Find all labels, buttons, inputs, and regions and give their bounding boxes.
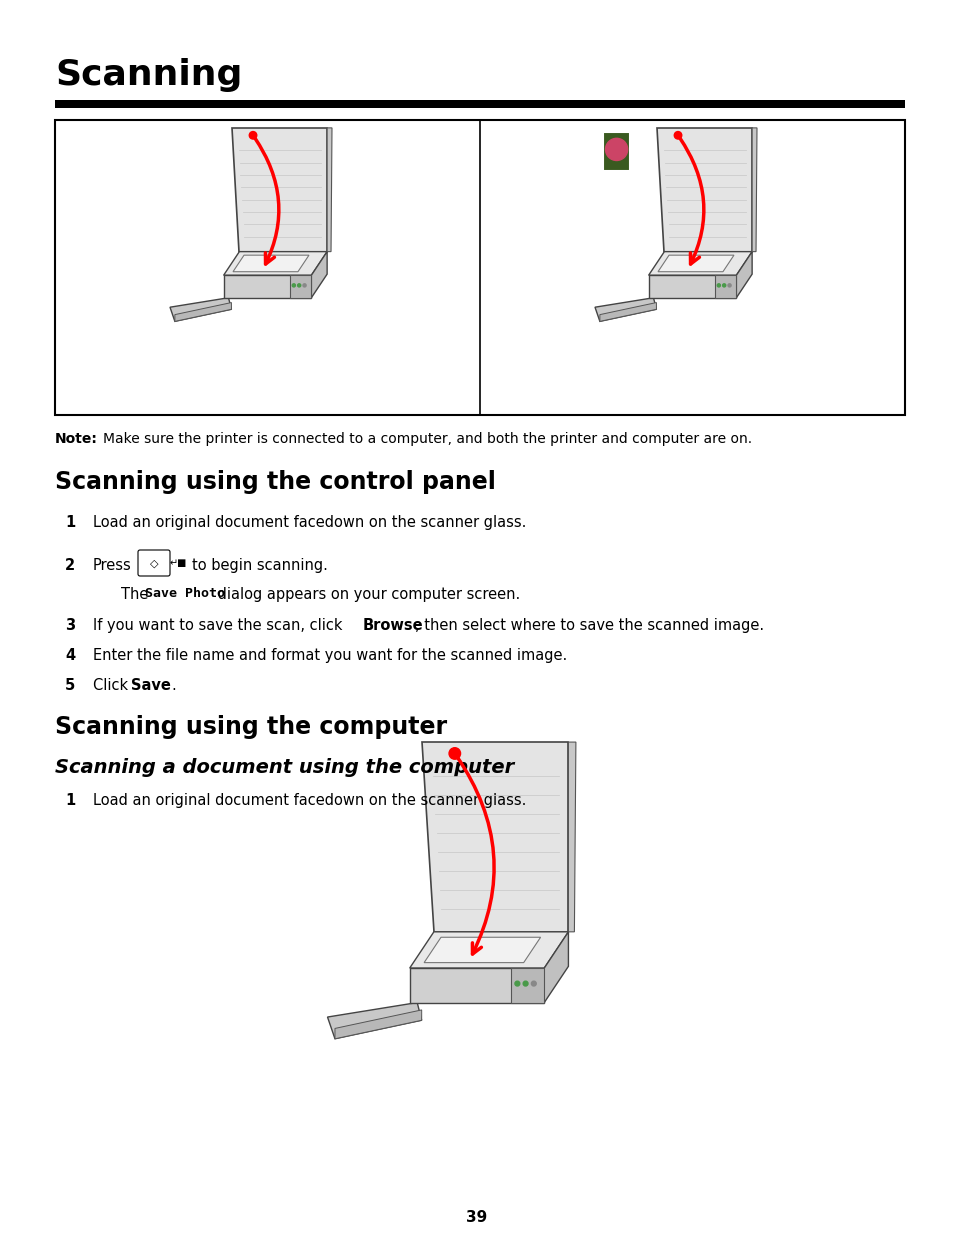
Text: Load an original document facedown on the scanner glass.: Load an original document facedown on th… xyxy=(92,793,526,808)
Text: Enter the file name and format you want for the scanned image.: Enter the file name and format you want … xyxy=(92,648,567,663)
Text: ◇: ◇ xyxy=(150,559,158,569)
Polygon shape xyxy=(233,256,309,272)
Text: Scanning a document using the computer: Scanning a document using the computer xyxy=(55,758,514,777)
Text: .: . xyxy=(171,678,175,693)
Polygon shape xyxy=(327,128,332,252)
Polygon shape xyxy=(409,968,544,1003)
Polygon shape xyxy=(751,128,757,252)
Text: , then select where to save the scanned image.: , then select where to save the scanned … xyxy=(415,618,763,634)
Bar xyxy=(55,100,904,107)
Text: Save: Save xyxy=(131,678,171,693)
Circle shape xyxy=(522,981,527,986)
Polygon shape xyxy=(648,252,751,275)
Polygon shape xyxy=(232,128,327,252)
Text: If you want to save the scan, click: If you want to save the scan, click xyxy=(92,618,347,634)
Polygon shape xyxy=(602,132,630,172)
Text: ↵■: ↵■ xyxy=(170,558,187,568)
Polygon shape xyxy=(290,275,311,298)
Text: Make sure the printer is connected to a computer, and both the printer and compu: Make sure the printer is connected to a … xyxy=(103,432,751,446)
Text: dialog appears on your computer screen.: dialog appears on your computer screen. xyxy=(213,587,519,601)
Circle shape xyxy=(531,981,536,986)
Text: Scanning using the computer: Scanning using the computer xyxy=(55,715,447,739)
Text: to begin scanning.: to begin scanning. xyxy=(192,558,328,573)
Text: The: The xyxy=(121,587,152,601)
Polygon shape xyxy=(424,937,540,962)
Polygon shape xyxy=(544,932,568,1003)
Circle shape xyxy=(292,284,295,287)
Text: 3: 3 xyxy=(65,618,75,634)
Polygon shape xyxy=(658,256,733,272)
Circle shape xyxy=(249,132,256,140)
Text: Scanning: Scanning xyxy=(55,58,242,91)
Polygon shape xyxy=(714,275,736,298)
Circle shape xyxy=(727,284,730,287)
Circle shape xyxy=(515,981,519,986)
Polygon shape xyxy=(656,128,751,252)
Polygon shape xyxy=(335,1010,421,1039)
Circle shape xyxy=(674,132,681,140)
Text: Click: Click xyxy=(92,678,132,693)
Polygon shape xyxy=(599,303,656,321)
Text: Note:: Note: xyxy=(55,432,98,446)
Polygon shape xyxy=(409,932,568,968)
Text: Load an original document facedown on the scanner glass.: Load an original document facedown on th… xyxy=(92,515,526,530)
Polygon shape xyxy=(327,1003,421,1039)
Text: 39: 39 xyxy=(466,1210,487,1225)
Text: Scanning using the control panel: Scanning using the control panel xyxy=(55,471,496,494)
Text: 2: 2 xyxy=(65,558,75,573)
Polygon shape xyxy=(421,742,568,932)
Polygon shape xyxy=(174,303,232,321)
Polygon shape xyxy=(648,275,736,298)
Polygon shape xyxy=(311,252,327,298)
Bar xyxy=(55,120,904,415)
Circle shape xyxy=(303,284,306,287)
Circle shape xyxy=(449,747,460,760)
Text: 1: 1 xyxy=(65,793,75,808)
Polygon shape xyxy=(223,275,311,298)
FancyBboxPatch shape xyxy=(138,550,170,576)
Text: 1: 1 xyxy=(65,515,75,530)
Text: Save Photo: Save Photo xyxy=(145,587,225,600)
Text: Browse: Browse xyxy=(363,618,423,634)
Circle shape xyxy=(297,284,300,287)
Polygon shape xyxy=(595,298,656,321)
Circle shape xyxy=(605,138,627,161)
Polygon shape xyxy=(568,742,576,932)
Polygon shape xyxy=(223,252,327,275)
Polygon shape xyxy=(511,968,544,1003)
Text: 4: 4 xyxy=(65,648,75,663)
Circle shape xyxy=(721,284,725,287)
Polygon shape xyxy=(736,252,751,298)
Polygon shape xyxy=(170,298,232,321)
Circle shape xyxy=(717,284,720,287)
Text: 5: 5 xyxy=(65,678,75,693)
Text: Press: Press xyxy=(92,558,132,573)
